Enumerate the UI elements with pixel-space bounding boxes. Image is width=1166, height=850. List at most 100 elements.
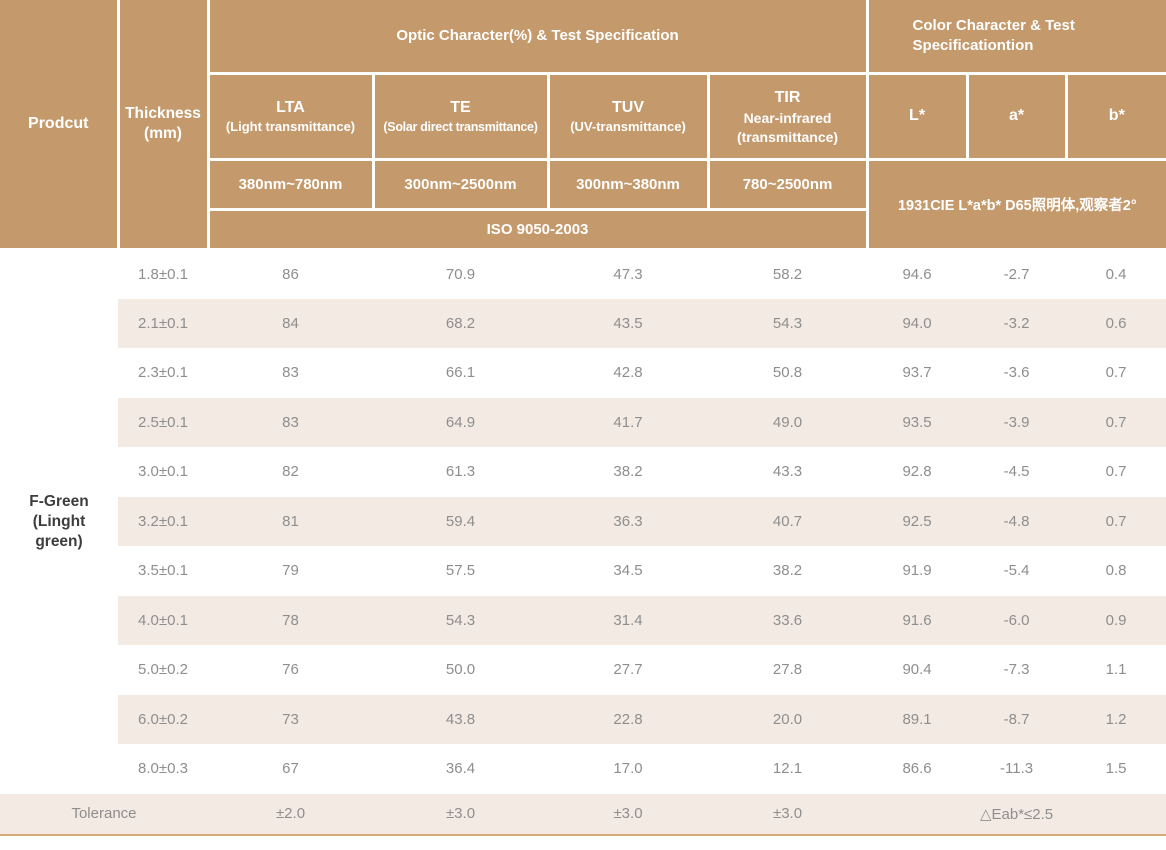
a-star-value: -3.2	[967, 298, 1067, 348]
tir-value: 50.8	[708, 348, 868, 398]
lta-value: 82	[208, 447, 373, 497]
b-star-value: 0.9	[1066, 595, 1166, 645]
col-header-lta: LTA (Light transmittance)	[206, 71, 375, 161]
thickness-cell: 3.0±0.1	[118, 447, 208, 497]
a-star-value: -5.4	[967, 546, 1067, 596]
col-header-a-star: a*	[965, 71, 1068, 161]
a-star-value: -4.5	[967, 447, 1067, 497]
te-value: 57.5	[373, 546, 548, 596]
thickness-cell: 1.8±0.1	[118, 249, 208, 299]
thickness-cell: 2.3±0.1	[118, 348, 208, 398]
b-star-value: 1.1	[1066, 645, 1166, 695]
thickness-cell: 3.5±0.1	[118, 546, 208, 596]
tir-value: 58.2	[708, 249, 868, 299]
te-value: 50.0	[373, 645, 548, 695]
table-row: F-Green (Linght green) 1.8±0.1 86 70.9 4…	[0, 249, 1166, 794]
tolerance-row: Tolerance ±2.0 ±3.0 ±3.0 ±3.0 △Eab*≤2.5	[0, 793, 1166, 836]
a-star-value: -4.8	[967, 496, 1067, 546]
b-star-value: 0.6	[1066, 298, 1166, 348]
tolerance-tuv: ±3.0	[548, 793, 708, 836]
tuv-value: 17.0	[548, 744, 708, 794]
col-header-l-star: L*	[865, 71, 969, 161]
table-row: 2.3±0.1 83 66.1 42.8 50.8 93.7 -3.6 0.7	[0, 348, 1166, 398]
table-row: 3.0±0.1 82 61.3 38.2 43.3 92.8 -4.5 0.7	[0, 447, 1166, 497]
tir-subtitle-line1: Near-infrared	[743, 109, 832, 126]
table-row: 2.5±0.1 83 64.9 41.7 49.0 93.5 -3.9 0.7	[0, 397, 1166, 447]
l-star-value: 91.6	[867, 595, 968, 645]
product-name-cell: F-Green (Linght green)	[0, 249, 118, 794]
b-star-value: 0.4	[1066, 249, 1166, 299]
b-star-value: 1.2	[1066, 694, 1166, 744]
cie-standard-label: 1931CIE L*a*b* D65照明体,观察者2°	[865, 157, 1166, 251]
lta-name: LTA	[276, 98, 305, 116]
tuv-value: 36.3	[548, 496, 708, 546]
tir-range: 780~2500nm	[706, 157, 869, 211]
table-row: 3.2±0.1 81 59.4 36.3 40.7 92.5 -4.8 0.7	[0, 496, 1166, 546]
a-star-value: -2.7	[967, 249, 1067, 299]
table-row: 4.0±0.1 78 54.3 31.4 33.6 91.6 -6.0 0.9	[0, 595, 1166, 645]
tuv-value: 42.8	[548, 348, 708, 398]
lta-subtitle: (Light transmittance)	[225, 119, 356, 135]
tolerance-te: ±3.0	[373, 793, 548, 836]
col-header-te: TE (Solar direct transmittance)	[371, 71, 550, 161]
tuv-name: TUV	[612, 98, 644, 116]
te-value: 61.3	[373, 447, 548, 497]
l-star-value: 92.8	[867, 447, 968, 497]
table-row: 2.1±0.1 84 68.2 43.5 54.3 94.0 -3.2 0.6	[0, 298, 1166, 348]
lta-value: 86	[208, 249, 373, 299]
b-star-value: 0.7	[1066, 447, 1166, 497]
tir-value: 38.2	[708, 546, 868, 596]
thickness-cell: 4.0±0.1	[118, 595, 208, 645]
te-value: 66.1	[373, 348, 548, 398]
tuv-value: 22.8	[548, 694, 708, 744]
col-header-tuv: TUV (UV-transmittance)	[546, 71, 710, 161]
color-group-line1: Color Character & Test	[912, 17, 1075, 35]
tuv-value: 47.3	[548, 249, 708, 299]
lta-value: 73	[208, 694, 373, 744]
lta-value: 81	[208, 496, 373, 546]
tolerance-tir: ±3.0	[708, 793, 868, 836]
l-star-value: 93.5	[867, 397, 968, 447]
tolerance-label: Tolerance	[0, 793, 208, 836]
tuv-value: 31.4	[548, 595, 708, 645]
tir-value: 20.0	[708, 694, 868, 744]
product-line2: (Linght	[32, 512, 86, 530]
tuv-range: 300nm~380nm	[546, 157, 710, 211]
lta-value: 84	[208, 298, 373, 348]
l-star-value: 91.9	[867, 546, 968, 596]
te-value: 68.2	[373, 298, 548, 348]
iso-standard-label: ISO 9050-2003	[206, 207, 869, 251]
product-line3: green)	[35, 533, 83, 551]
a-star-value: -3.9	[967, 397, 1067, 447]
tir-value: 27.8	[708, 645, 868, 695]
b-star-value: 1.5	[1066, 744, 1166, 794]
tir-value: 33.6	[708, 595, 868, 645]
header-row-groups: Prodcut Thickness (mm) Optic Character(%…	[0, 0, 1166, 251]
tuv-value: 27.7	[548, 645, 708, 695]
thickness-cell: 3.2±0.1	[118, 496, 208, 546]
product-line1: F-Green	[29, 492, 89, 510]
b-star-value: 0.8	[1066, 546, 1166, 596]
tir-subtitle-line2: (transmittance)	[736, 128, 839, 145]
tir-name: TIR	[774, 88, 801, 106]
a-star-value: -3.6	[967, 348, 1067, 398]
b-star-value: 0.7	[1066, 348, 1166, 398]
col-header-b-star: b*	[1064, 71, 1166, 161]
te-value: 70.9	[373, 249, 548, 299]
l-star-value: 89.1	[867, 694, 968, 744]
b-star-value: 0.7	[1066, 397, 1166, 447]
lta-value: 78	[208, 595, 373, 645]
l-star-value: 93.7	[867, 348, 968, 398]
tir-value: 43.3	[708, 447, 868, 497]
lta-value: 67	[208, 744, 373, 794]
color-group-line2: Specificationtion	[912, 36, 1034, 54]
lta-value: 83	[208, 348, 373, 398]
te-range: 300nm~2500nm	[371, 157, 550, 211]
tuv-value: 38.2	[548, 447, 708, 497]
color-group-header: Color Character & Test Specificationtion	[865, 0, 1166, 75]
te-value: 64.9	[373, 397, 548, 447]
thickness-cell: 8.0±0.3	[118, 744, 208, 794]
thickness-cell: 2.1±0.1	[118, 298, 208, 348]
l-star-value: 92.5	[867, 496, 968, 546]
a-star-value: -6.0	[967, 595, 1067, 645]
